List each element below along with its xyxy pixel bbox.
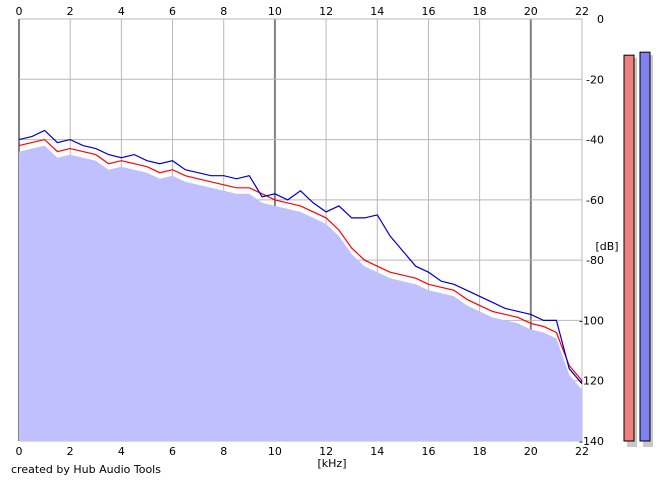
x-tick-label-top: 20 (524, 5, 538, 18)
x-tick-label-top: 10 (268, 5, 282, 18)
x-axis-label: [kHz] (318, 457, 347, 470)
x-tick-label-top: 12 (319, 5, 333, 18)
x-tick-label-bottom: 8 (220, 445, 227, 458)
x-tick-label-bottom: 4 (118, 445, 125, 458)
y-tick-label: -40 (586, 134, 604, 147)
y-tick-label: -20 (586, 73, 604, 86)
y-tick-label: 0 (597, 13, 604, 26)
x-tick-label-top: 8 (220, 5, 227, 18)
y-axis-label: [dB] (595, 240, 618, 253)
x-tick-label-top: 2 (67, 5, 74, 18)
x-tick-label-top: 6 (169, 5, 176, 18)
x-tick-label-bottom: 18 (473, 445, 487, 458)
x-tick-label-bottom: 0 (16, 445, 23, 458)
spectrum-fill (19, 145, 582, 441)
x-tick-label-top: 4 (118, 5, 125, 18)
y-tick-label: -140 (579, 435, 604, 448)
x-tick-label-bottom: 16 (421, 445, 435, 458)
y-tick-label: -120 (579, 375, 604, 388)
level-meter-right (639, 51, 651, 442)
credit-text: created by Hub Audio Tools (11, 463, 161, 476)
x-tick-label-bottom: 12 (319, 445, 333, 458)
x-tick-label-bottom: 14 (370, 445, 384, 458)
x-tick-label-top: 0 (16, 5, 23, 18)
x-tick-label-bottom: 10 (268, 445, 282, 458)
x-tick-label-bottom: 2 (67, 445, 74, 458)
x-tick-label-bottom: 6 (169, 445, 176, 458)
y-tick-label: -60 (586, 194, 604, 207)
x-tick-label-top: 16 (421, 5, 435, 18)
x-tick-label-top: 14 (370, 5, 384, 18)
y-tick-label: -80 (586, 254, 604, 267)
series-line-right (18, 129, 583, 385)
level-meter-left (623, 54, 635, 442)
x-tick-label-top: 22 (575, 5, 589, 18)
y-tick-label: -100 (579, 314, 604, 327)
series-line-left (18, 138, 583, 382)
x-tick-label-bottom: 20 (524, 445, 538, 458)
x-tick-label-top: 18 (473, 5, 487, 18)
x-tick-label-bottom: 22 (575, 445, 589, 458)
